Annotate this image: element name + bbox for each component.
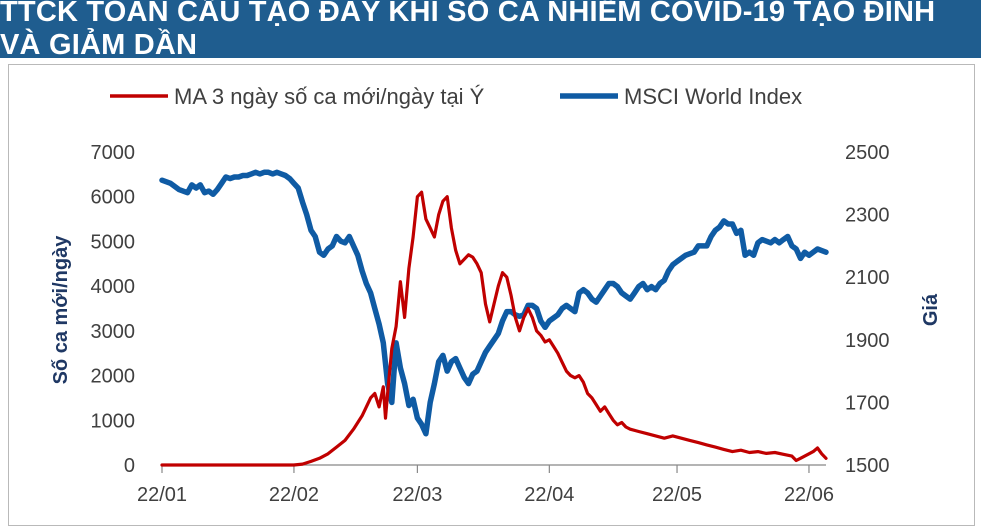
- right-axis-ticks: 1500 1700 1900 2100 2300 2500: [845, 142, 890, 477]
- left-tick-label: 2000: [91, 366, 136, 388]
- legend: MA 3 ngày số ca mới/ngày tại Ý MSCI World…: [110, 84, 802, 109]
- x-tick-label: 22/05: [652, 484, 702, 506]
- right-tick-label: 1900: [845, 330, 890, 352]
- chart-title: TTCK TOÀN CẦU TẠO ĐÁY KHI SỐ CA NHIỄM CO…: [0, 0, 981, 61]
- x-tick-label: 22/06: [784, 484, 834, 506]
- right-tick-label: 2500: [845, 142, 890, 164]
- left-tick-label: 0: [124, 455, 135, 477]
- left-tick-label: 1000: [91, 410, 136, 432]
- left-tick-label: 7000: [91, 142, 136, 164]
- italy-cases-series-line: [160, 190, 828, 467]
- right-tick-label: 2100: [845, 267, 890, 289]
- right-axis-title: Giá: [920, 293, 942, 326]
- x-tick-label: 22/03: [392, 484, 442, 506]
- right-tick-label: 1700: [845, 392, 890, 414]
- legend-entry-msci-label: MSCI World Index: [624, 84, 802, 109]
- left-axis-title: Số ca mới/ngày: [50, 235, 72, 385]
- left-tick-label: 6000: [91, 187, 136, 209]
- x-tick-label: 22/02: [269, 484, 319, 506]
- right-tick-label: 1500: [845, 455, 890, 477]
- series-layer: [159, 169, 829, 467]
- right-tick-label: 2300: [845, 205, 890, 227]
- msci-series-line: [159, 169, 829, 437]
- left-tick-label: 4000: [91, 276, 136, 298]
- x-tick-label: 22/04: [524, 484, 574, 506]
- left-tick-label: 3000: [91, 321, 136, 343]
- left-tick-label: 5000: [91, 231, 136, 253]
- left-axis-ticks: 0 1000 2000 3000 4000 5000 6000 7000: [91, 142, 136, 477]
- x-tick-label: 22/01: [137, 484, 187, 506]
- x-axis: 22/01 22/02 22/03 22/04 22/05 22/06: [137, 464, 834, 506]
- legend-entry-italy-cases-label: MA 3 ngày số ca mới/ngày tại Ý: [174, 84, 485, 109]
